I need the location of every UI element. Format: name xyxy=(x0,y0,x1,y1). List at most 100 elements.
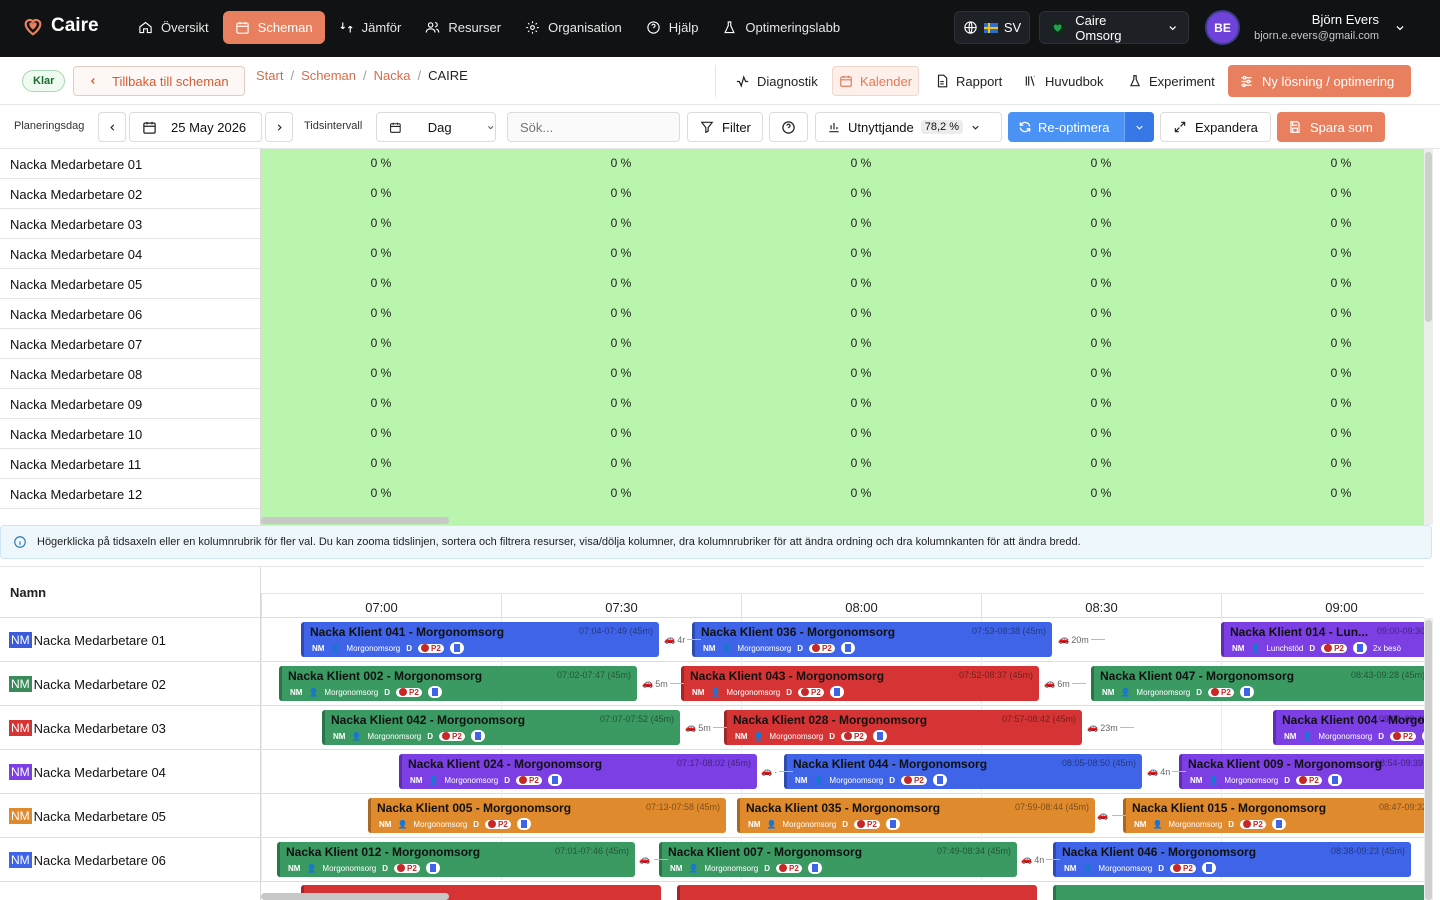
save-as-button[interactable]: Spara som xyxy=(1277,112,1385,142)
schedule-track[interactable]: Nacka Klient 024 - Morgonomsorg 07:17-08:… xyxy=(261,750,1424,794)
utilization-cell[interactable]: 0 % xyxy=(1090,306,1112,320)
breadcrumb-start[interactable]: Start xyxy=(256,68,284,83)
utilization-cell[interactable]: 0 % xyxy=(610,216,632,230)
diagnostics-button[interactable]: Diagnostik xyxy=(729,66,824,96)
utilization-cell[interactable]: 0 % xyxy=(370,426,392,440)
visit-block[interactable]: Nacka Klient 015 - Morgonomsorg 08:47-09:… xyxy=(1123,798,1424,833)
schedule-track[interactable]: Nacka Klient 042 - Morgonomsorg 07:07-07:… xyxy=(261,706,1424,750)
expand-button[interactable]: Expandera xyxy=(1160,112,1271,142)
nav-optimeringslabb[interactable]: Optimeringslabb xyxy=(712,11,850,44)
utilization-horizontal-scrollbar[interactable] xyxy=(261,517,449,524)
utilization-cell[interactable]: 0 % xyxy=(610,426,632,440)
utilization-cell[interactable]: 0 % xyxy=(370,216,392,230)
time-tick[interactable]: 08:30 xyxy=(981,594,1221,619)
visit-block[interactable]: Nacka Klient 044 - Morgonomsorg 08:05-08:… xyxy=(784,754,1142,789)
utilization-cell[interactable]: 0 % xyxy=(850,306,872,320)
date-picker[interactable]: 25 May 2026 xyxy=(129,112,262,142)
nav-scheman[interactable]: Scheman xyxy=(222,11,325,44)
employee-name[interactable]: Nacka Medarbetare 08 xyxy=(0,359,261,389)
utilization-cell[interactable]: 0 % xyxy=(1330,186,1352,200)
utilization-cell[interactable]: 0 % xyxy=(1090,456,1112,470)
visit-block[interactable]: Nacka Klient 041 - Morgonomsorg 07:04-07:… xyxy=(301,622,659,657)
utilization-cell[interactable]: 0 % xyxy=(1330,306,1352,320)
utilization-cell[interactable]: 0 % xyxy=(1330,246,1352,260)
utilization-cell[interactable]: 0 % xyxy=(850,456,872,470)
reoptimize-dropdown-button[interactable] xyxy=(1124,112,1154,142)
utilization-cell[interactable]: 0 % xyxy=(370,276,392,290)
utilization-cell[interactable]: 0 % xyxy=(370,246,392,260)
employee-name-cell[interactable]: NM Nacka Medarbetare 02 xyxy=(0,662,261,706)
visit-block[interactable]: Nacka Klient 004 - Morgonomsorg09:01-09:… xyxy=(1273,710,1424,745)
nav-hjälp[interactable]: Hjälp xyxy=(636,11,709,44)
experiment-button[interactable]: Experiment xyxy=(1122,66,1221,96)
visit-block[interactable]: Nacka Klient 042 - Morgonomsorg 07:07-07:… xyxy=(322,710,680,745)
employee-name-cell[interactable]: NM Nacka Medarbetare 03 xyxy=(0,706,261,750)
new-solution-button[interactable]: Ny lösning / optimering xyxy=(1228,65,1411,97)
schedule-track[interactable]: Nacka Klient 002 - Morgonomsorg 07:02-07:… xyxy=(261,662,1424,706)
employee-name-cell[interactable]: NM Nacka Medarbetare 06 xyxy=(0,838,261,882)
employee-name[interactable]: Nacka Medarbetare 03 xyxy=(0,209,261,239)
next-day-button[interactable] xyxy=(265,112,293,142)
utilization-cell[interactable]: 0 % xyxy=(1330,336,1352,350)
utilization-cell[interactable]: 0 % xyxy=(610,456,632,470)
utilization-cell[interactable]: 0 % xyxy=(1330,276,1352,290)
utilization-cell[interactable]: 0 % xyxy=(1090,366,1112,380)
reoptimize-button[interactable]: Re-optimera xyxy=(1008,112,1154,142)
utilization-cell[interactable]: 0 % xyxy=(1090,216,1112,230)
interval-select[interactable]: Dag xyxy=(376,112,496,142)
time-tick[interactable]: 09:00 xyxy=(1221,594,1440,619)
calendar-view-button[interactable]: Kalender xyxy=(832,66,920,96)
utilization-cell[interactable]: 0 % xyxy=(370,456,392,470)
utilization-cell[interactable]: 0 % xyxy=(1330,456,1352,470)
utilization-cell[interactable]: 0 % xyxy=(610,246,632,260)
time-tick[interactable]: 07:30 xyxy=(501,594,741,619)
utilization-cell[interactable]: 0 % xyxy=(1090,486,1112,500)
utilization-cell[interactable]: 0 % xyxy=(850,486,872,500)
employee-name[interactable]: Nacka Medarbetare 12 xyxy=(0,479,261,509)
utilization-cell[interactable]: 0 % xyxy=(610,486,632,500)
visit-block[interactable]: Nacka Klient 007 - Morgonomsorg 07:49-08:… xyxy=(659,842,1017,877)
utilization-scrollbar[interactable] xyxy=(1425,152,1432,322)
utilization-cell[interactable]: 0 % xyxy=(610,366,632,380)
visit-block-partial[interactable] xyxy=(1053,885,1424,900)
organization-selector[interactable]: Caire Omsorg xyxy=(1039,11,1189,44)
name-column-header[interactable]: Namn xyxy=(0,567,261,619)
utilization-cell[interactable]: 0 % xyxy=(850,246,872,260)
schedule-track[interactable]: Nacka Klient 005 - Morgonomsorg 07:13-07:… xyxy=(261,794,1424,838)
utilization-cell[interactable]: 0 % xyxy=(1330,216,1352,230)
visit-block[interactable]: Nacka Klient 028 - Morgonomsorg 07:57-08:… xyxy=(724,710,1082,745)
report-button[interactable]: Rapport xyxy=(929,66,1008,96)
visit-block[interactable]: Nacka Klient 009 - Morgonomsorg 08:54-09:… xyxy=(1179,754,1424,789)
language-selector[interactable]: SV xyxy=(954,11,1030,44)
nav-jämför[interactable]: Jämför xyxy=(329,11,412,44)
utilization-cell[interactable]: 0 % xyxy=(850,156,872,170)
utilization-cell[interactable]: 0 % xyxy=(850,336,872,350)
gantt-scrollbar[interactable] xyxy=(1425,620,1432,900)
visit-block[interactable]: Nacka Klient 046 - Morgonomsorg 08:38-09:… xyxy=(1053,842,1411,877)
breadcrumb-nacka[interactable]: Nacka xyxy=(373,68,411,83)
utilization-cell[interactable]: 0 % xyxy=(850,366,872,380)
utilization-cell[interactable]: 0 % xyxy=(850,216,872,230)
filter-button[interactable]: Filter xyxy=(687,112,763,142)
employee-name[interactable]: Nacka Medarbetare 07 xyxy=(0,329,261,359)
utilization-cell[interactable]: 0 % xyxy=(370,396,392,410)
visit-block[interactable]: Nacka Klient 043 - Morgonomsorg 07:52-08:… xyxy=(681,666,1039,701)
utilization-cell[interactable]: 0 % xyxy=(370,366,392,380)
nav-resurser[interactable]: Resurser xyxy=(415,11,511,44)
utilization-cell[interactable]: 0 % xyxy=(1090,396,1112,410)
visit-block[interactable]: Nacka Klient 002 - Morgonomsorg 07:02-07:… xyxy=(279,666,637,701)
visit-block[interactable]: Nacka Klient 012 - Morgonomsorg 07:01-07:… xyxy=(277,842,635,877)
employee-name[interactable]: Nacka Medarbetare 02 xyxy=(0,179,261,209)
user-menu-chevron-icon[interactable] xyxy=(1394,22,1406,34)
utilization-cell[interactable]: 0 % xyxy=(850,396,872,410)
utilization-dropdown[interactable]: Utnyttjande 78,2 % xyxy=(815,112,1002,142)
time-tick[interactable]: 08:00 xyxy=(741,594,981,619)
employee-name[interactable]: Nacka Medarbetare 11 xyxy=(0,449,261,479)
employee-name[interactable]: Nacka Medarbetare 06 xyxy=(0,299,261,329)
visit-block[interactable]: Nacka Klient 047 - Morgonomsorg 08:43-09:… xyxy=(1091,666,1424,701)
utilization-cell[interactable]: 0 % xyxy=(850,186,872,200)
ledger-button[interactable]: Huvudbok xyxy=(1018,66,1110,96)
breadcrumb-scheman[interactable]: Scheman xyxy=(301,68,357,83)
visit-block[interactable]: Nacka Klient 005 - Morgonomsorg 07:13-07:… xyxy=(368,798,726,833)
visit-block[interactable]: Nacka Klient 035 - Morgonomsorg 07:59-08:… xyxy=(737,798,1095,833)
